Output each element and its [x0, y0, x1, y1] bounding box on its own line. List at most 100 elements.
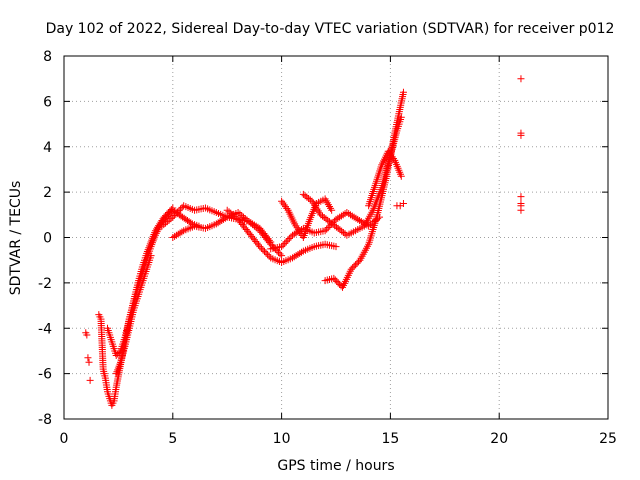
data-point: [517, 193, 525, 201]
data-point: [212, 220, 220, 228]
data-point: [114, 350, 122, 358]
x-tick-label: 0: [60, 431, 69, 447]
data-point: [83, 331, 91, 339]
data-point: [336, 213, 344, 221]
data-point: [331, 276, 339, 284]
data-point: [250, 222, 258, 230]
data-point: [162, 219, 170, 227]
data-point: [332, 243, 340, 251]
data-point: [264, 251, 272, 259]
data-point: [167, 215, 175, 223]
data-point: [330, 274, 338, 282]
data-point: [169, 213, 177, 221]
data-point: [274, 248, 282, 256]
data-point: [296, 249, 304, 257]
data-point: [221, 214, 229, 222]
data-point: [347, 265, 355, 273]
data-point: [292, 252, 300, 260]
data-point: [282, 238, 290, 246]
data-point: [170, 211, 178, 219]
data-point: [227, 209, 235, 217]
data-point: [234, 209, 242, 217]
x-tick-label: 20: [490, 431, 508, 447]
data-point: [225, 208, 233, 216]
data-point: [86, 376, 94, 384]
data-point: [176, 229, 184, 237]
data-point: [352, 214, 360, 222]
data-point: [288, 231, 296, 239]
data-point: [354, 215, 362, 223]
data-point: [241, 215, 249, 223]
y-tick-label: 6: [43, 94, 52, 110]
x-tick-label: 5: [168, 431, 177, 447]
y-tick-label: 8: [43, 49, 52, 65]
data-point: [223, 206, 231, 214]
data-point: [153, 228, 161, 236]
data-point: [350, 213, 358, 221]
data-point: [321, 227, 329, 235]
data-point: [154, 226, 162, 234]
data-point: [290, 230, 298, 238]
data-point: [166, 209, 174, 217]
data-point: [384, 147, 392, 155]
data-point: [155, 224, 163, 232]
y-tick-label: -8: [38, 412, 52, 428]
data-point: [348, 212, 356, 220]
y-axis-label: SDTVAR / TECUs: [8, 181, 24, 296]
data-point: [172, 210, 180, 218]
x-tick-label: 15: [381, 431, 399, 447]
data-point: [278, 197, 286, 205]
data-point: [282, 203, 290, 211]
data-point: [169, 234, 177, 241]
data-point: [174, 230, 182, 238]
data-point: [218, 216, 226, 224]
data-point: [276, 250, 284, 258]
data-point: [243, 216, 251, 224]
data-point: [247, 219, 255, 227]
data-point: [230, 212, 238, 220]
data-point: [399, 88, 407, 96]
data-point: [284, 236, 292, 244]
data-point: [172, 231, 180, 239]
y-tick-labels: -8 -6 -4 -2 0 2 4 6 8: [38, 49, 52, 428]
grid-lines: [64, 56, 608, 419]
y-tick-label: -6: [38, 367, 52, 383]
data-point: [152, 229, 160, 237]
data-point: [173, 208, 181, 216]
data-point: [343, 209, 351, 217]
data-point: [279, 241, 287, 249]
data-point: [171, 232, 179, 240]
data-point: [306, 196, 314, 204]
data-point: [352, 261, 360, 269]
y-tick-label: 2: [43, 185, 52, 201]
data-point: [160, 221, 168, 229]
data-point: [214, 219, 222, 227]
data-point: [256, 243, 264, 251]
data-point: [265, 252, 273, 260]
x-axis-label: GPS time / hours: [277, 458, 394, 474]
x-tick-labels: 0 5 10 15 20 25: [60, 431, 617, 447]
data-point: [178, 203, 186, 211]
data-point: [353, 259, 361, 267]
data-point: [334, 214, 342, 222]
data-point: [236, 210, 244, 218]
chart-title: Day 102 of 2022, Sidereal Day-to-day VTE…: [46, 21, 615, 37]
data-point: [257, 244, 265, 252]
data-point: [216, 218, 224, 226]
data-point: [115, 348, 123, 356]
data-point: [347, 211, 355, 219]
data-point: [232, 214, 240, 222]
data-point: [245, 218, 253, 226]
x-tick-label: 25: [599, 431, 617, 447]
data-point: [252, 224, 260, 232]
data-point: [265, 239, 273, 247]
data-point: [278, 243, 286, 251]
data-point: [333, 277, 341, 285]
data-point: [399, 199, 407, 207]
data-point: [147, 252, 155, 260]
data-point: [164, 211, 172, 219]
data-point: [177, 205, 185, 213]
data-point: [254, 225, 262, 233]
data-point: [262, 249, 270, 257]
